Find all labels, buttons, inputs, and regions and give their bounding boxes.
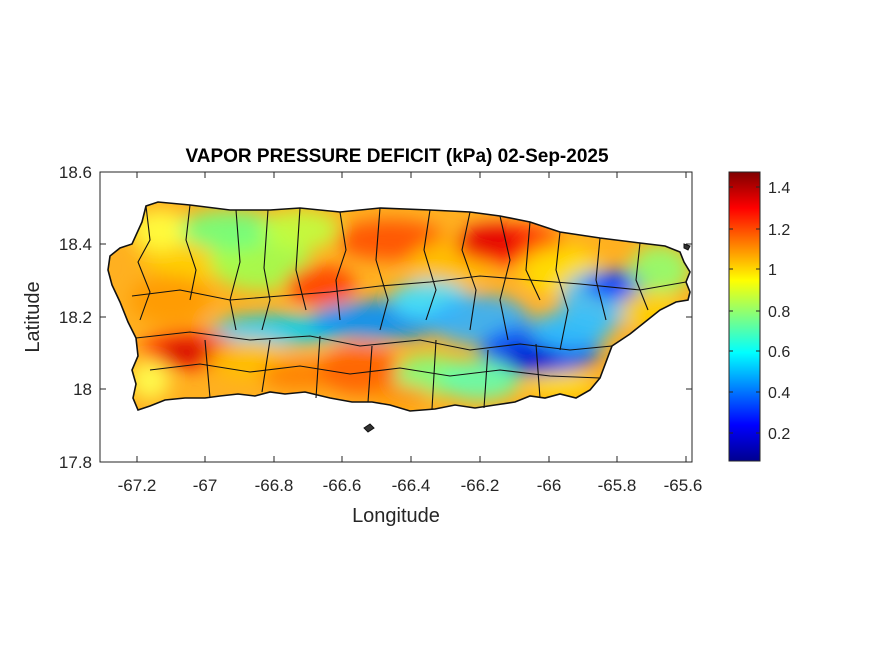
field-blob bbox=[160, 340, 210, 364]
border-line bbox=[137, 205, 151, 321]
x-tick-label: -66 bbox=[537, 476, 562, 495]
field-blob bbox=[630, 245, 690, 295]
border-line bbox=[185, 204, 197, 301]
islet bbox=[683, 243, 691, 251]
border-line bbox=[431, 339, 437, 410]
colorbar-tick-label: 0.6 bbox=[768, 344, 790, 361]
field-blob bbox=[320, 345, 400, 395]
x-tick-label: -65.8 bbox=[598, 476, 637, 495]
field-blob bbox=[440, 360, 520, 400]
x-tick-label: -67.2 bbox=[118, 476, 157, 495]
x-axis-label: Longitude bbox=[352, 505, 440, 527]
y-tick-label: 18.2 bbox=[59, 308, 92, 327]
border-line bbox=[149, 363, 601, 379]
border-line bbox=[261, 339, 271, 393]
x-tick-marks bbox=[136, 172, 687, 462]
field-blob bbox=[130, 275, 210, 325]
x-tick-label: -66.2 bbox=[461, 476, 500, 495]
field-blob bbox=[130, 210, 190, 250]
border-line bbox=[499, 215, 511, 341]
y-tick-label: 18 bbox=[73, 380, 92, 399]
field-blob bbox=[260, 360, 340, 390]
border-line bbox=[335, 211, 347, 321]
colorbar-tick-label: 1 bbox=[768, 262, 777, 279]
municipality-borders bbox=[107, 201, 691, 412]
border-line bbox=[367, 345, 373, 403]
border-line bbox=[229, 209, 241, 331]
x-tick-label: -66.8 bbox=[255, 476, 294, 495]
colorbar-gradient bbox=[728, 171, 761, 462]
x-axis: -67.2 -67 -66.8 -66.6 -66.4 -66.2 -66 -6… bbox=[118, 172, 703, 527]
border-line bbox=[555, 231, 569, 351]
field-blob bbox=[460, 226, 520, 254]
x-tick-label: -67 bbox=[193, 476, 218, 495]
border-line bbox=[375, 207, 389, 331]
border-line bbox=[204, 339, 211, 399]
islet bbox=[363, 423, 375, 433]
x-tick-label: -66.4 bbox=[392, 476, 431, 495]
x-tick-label: -65.6 bbox=[664, 476, 703, 495]
colorbar-tick-label: 1.2 bbox=[768, 222, 790, 239]
field-blob bbox=[130, 360, 170, 400]
colorbar-tick-label: 1.4 bbox=[768, 180, 790, 197]
border-line bbox=[635, 242, 649, 311]
border-line bbox=[525, 221, 541, 301]
field-blob bbox=[285, 265, 355, 305]
field-blob bbox=[530, 310, 610, 350]
y-axis: 18.6 18.4 18.2 18 17.8 Latitude bbox=[22, 163, 692, 472]
y-tick-label: 17.8 bbox=[59, 453, 92, 472]
colorbar-ticks bbox=[729, 186, 760, 434]
y-tick-label: 18.6 bbox=[59, 163, 92, 182]
colorbar-tick-label: 0.8 bbox=[768, 304, 790, 321]
border-line bbox=[483, 349, 489, 409]
field-blob bbox=[370, 385, 430, 405]
field-blob bbox=[180, 210, 280, 250]
border-line bbox=[423, 209, 437, 321]
x-tick-label: -66.6 bbox=[323, 476, 362, 495]
border-line bbox=[315, 335, 321, 399]
field-blobs bbox=[130, 210, 690, 405]
border-line bbox=[261, 209, 271, 331]
field-blob bbox=[525, 373, 595, 397]
colorbar-tick-label: 0.4 bbox=[768, 385, 790, 402]
border-line bbox=[135, 331, 613, 351]
y-axis-label: Latitude bbox=[22, 281, 44, 352]
border-line bbox=[131, 275, 687, 301]
y-tick-label: 18.4 bbox=[59, 235, 92, 254]
border-line bbox=[595, 237, 607, 321]
map-title: VAPOR PRESSURE DEFICIT (kPa) 02-Sep-2025 bbox=[185, 146, 608, 167]
field-blob bbox=[260, 210, 340, 250]
y-tick-marks bbox=[100, 171, 692, 463]
border-line bbox=[461, 211, 477, 331]
border-line bbox=[535, 343, 541, 399]
field-blob bbox=[335, 220, 445, 260]
border-line bbox=[295, 207, 307, 311]
colorbar: 1.4 1.2 1 0.8 0.6 0.4 0.2 bbox=[728, 171, 790, 462]
field-blob bbox=[500, 345, 560, 375]
colorbar-tick-label: 0.2 bbox=[768, 426, 790, 443]
vpd-field bbox=[108, 202, 690, 411]
